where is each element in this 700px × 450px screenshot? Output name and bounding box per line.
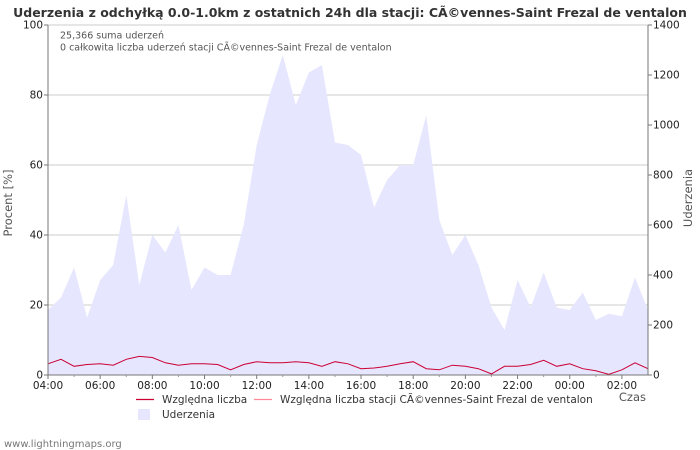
relative-count-line bbox=[47, 355, 649, 375]
y-left-tick-label: 100 bbox=[23, 20, 43, 32]
y-right-tick-label: 0 bbox=[653, 370, 660, 382]
legend: Względna liczba Względna liczba stacji CÃ… bbox=[136, 393, 593, 421]
station-strikes-annotation: 0 całkowita liczba uderzeń stacji CÃ©ven… bbox=[60, 43, 392, 54]
y-left-tick-label: 60 bbox=[30, 160, 43, 172]
x-tick-label: 08:00 bbox=[137, 380, 167, 392]
x-tick-label: 16:00 bbox=[346, 380, 376, 392]
x-tick-label: 14:00 bbox=[294, 380, 324, 392]
axes: 020406080100020040060080010001200140004:… bbox=[23, 20, 680, 393]
y-axis-left-label: Procent [%] bbox=[1, 170, 15, 237]
chart-title: Uderzenia z odchyłką 0.0-1.0km z ostatni… bbox=[13, 5, 687, 20]
x-tick-label: 06:00 bbox=[85, 380, 115, 392]
x-tick-label: 04:00 bbox=[33, 380, 63, 392]
legend-label: Względna liczba bbox=[162, 394, 247, 406]
x-tick-label: 00:00 bbox=[555, 380, 585, 392]
x-axis-label: Czas bbox=[619, 390, 646, 404]
y-right-tick-label: 1400 bbox=[653, 20, 680, 32]
y-left-tick-label: 0 bbox=[36, 370, 43, 382]
y-left-tick-label: 40 bbox=[30, 230, 43, 242]
y-right-tick-label: 400 bbox=[653, 270, 673, 282]
x-tick-label: 20:00 bbox=[450, 380, 480, 392]
legend-label: Uderzenia bbox=[162, 409, 215, 421]
total-strikes-annotation: 25,366 suma uderzeń bbox=[60, 31, 164, 42]
y-left-tick-label: 20 bbox=[30, 300, 43, 312]
y-right-tick-label: 600 bbox=[653, 220, 673, 232]
y-right-tick-label: 1000 bbox=[653, 120, 680, 132]
y-axis-right-label: Uderzenia bbox=[681, 169, 695, 227]
strikes-area bbox=[48, 55, 648, 375]
y-right-tick-label: 1200 bbox=[653, 70, 680, 82]
x-tick-label: 10:00 bbox=[189, 380, 219, 392]
y-right-tick-label: 200 bbox=[653, 320, 673, 332]
strikes-area-layer bbox=[48, 55, 648, 375]
x-tick-label: 02:00 bbox=[607, 380, 637, 392]
legend-label: Względna liczba stacji CÃ©vennes-Saint F… bbox=[280, 393, 593, 406]
x-tick-label: 18:00 bbox=[398, 380, 428, 392]
y-right-tick-label: 800 bbox=[653, 170, 673, 182]
legend-swatch-area bbox=[138, 409, 150, 420]
footer-credit: www.lightningmaps.org bbox=[4, 439, 122, 450]
y-left-tick-label: 80 bbox=[30, 90, 43, 102]
x-tick-label: 22:00 bbox=[502, 380, 532, 392]
x-tick-label: 12:00 bbox=[242, 380, 272, 392]
